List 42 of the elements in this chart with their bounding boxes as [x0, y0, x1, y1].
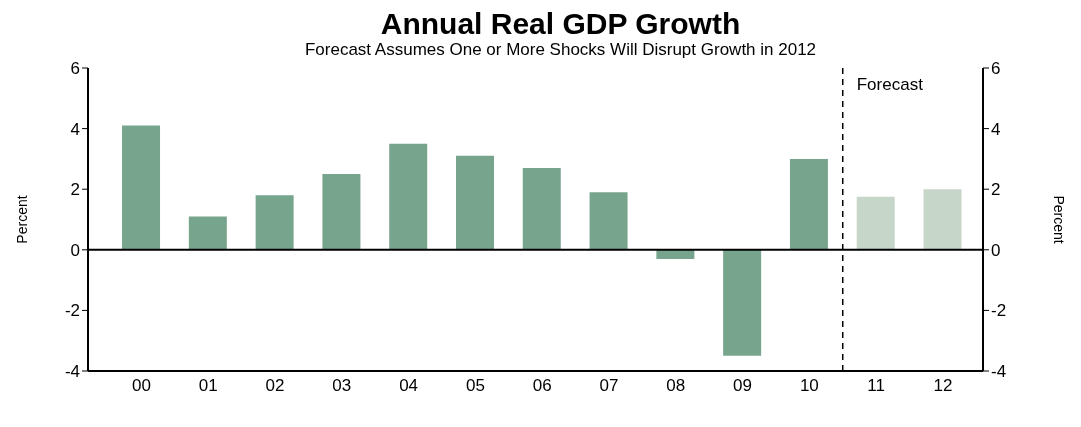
- x-tick-label: 05: [465, 376, 485, 396]
- bar: [723, 249, 762, 356]
- bar: [122, 125, 161, 250]
- bar: [789, 158, 828, 250]
- y2-axis-title: Percent: [1051, 195, 1068, 244]
- y-tick-label: 2: [70, 180, 80, 200]
- y-tick-label: 6: [70, 59, 80, 79]
- y-tick-label: 4: [70, 119, 80, 139]
- x-tick-label: 01: [198, 376, 218, 396]
- bar: [856, 196, 895, 250]
- bar: [589, 192, 628, 250]
- y2-tick-label: 4: [991, 119, 1001, 139]
- y-tick-label: -4: [64, 362, 80, 382]
- y-axis-title: Percent: [13, 195, 30, 244]
- bar: [322, 174, 361, 250]
- x-tick-label: 09: [733, 376, 753, 396]
- bar: [522, 167, 561, 250]
- x-tick-label: 08: [666, 376, 686, 396]
- y-tick-label: 0: [70, 240, 80, 260]
- bar: [455, 155, 494, 250]
- y-tick-label: -2: [64, 301, 80, 321]
- x-tick-label: 03: [332, 376, 352, 396]
- y2-tick-label: 0: [991, 240, 1001, 260]
- x-tick-label: 07: [599, 376, 619, 396]
- y2-tick-label: 6: [991, 59, 1001, 79]
- x-tick-label: 06: [532, 376, 552, 396]
- x-tick-label: 04: [399, 376, 419, 396]
- bar: [255, 195, 294, 250]
- bar: [188, 216, 227, 250]
- y2-tick-label: -2: [991, 301, 1007, 321]
- x-tick-label: 11: [867, 376, 885, 396]
- y2-tick-label: 2: [991, 180, 1001, 200]
- chart-subtitle: Forecast Assumes One or More Shocks Will Disrupt Growth in 2012: [303, 40, 818, 60]
- x-tick-label: 02: [265, 376, 285, 396]
- bar: [389, 143, 428, 250]
- ref-line-label: Forecast: [856, 75, 924, 94]
- y2-tick-label: -4: [991, 362, 1007, 382]
- x-tick-label: 00: [131, 376, 151, 396]
- x-tick-label: 12: [933, 376, 953, 396]
- x-tick-label: 10: [799, 376, 819, 396]
- chart-title: Annual Real GDP Growth: [379, 7, 742, 40]
- bar: [923, 189, 962, 250]
